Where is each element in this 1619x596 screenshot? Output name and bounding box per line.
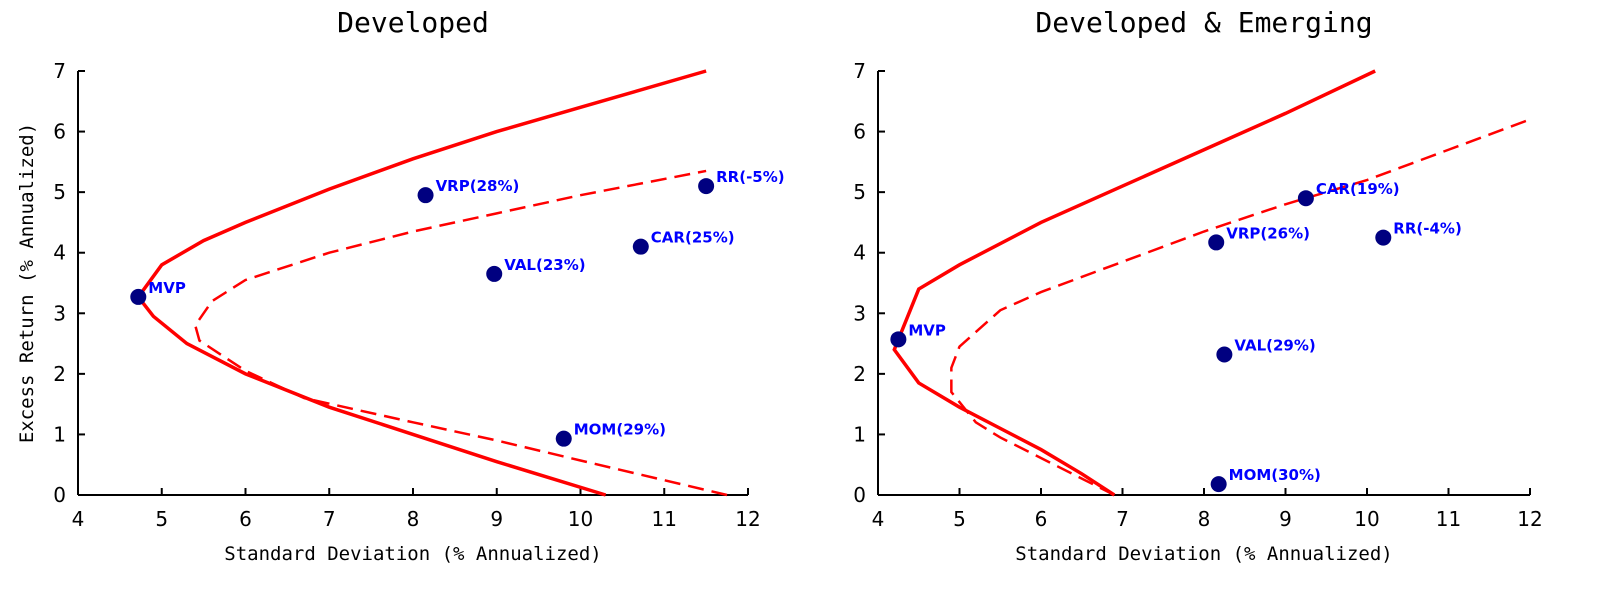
x-tick-label: 8 bbox=[407, 507, 420, 531]
panel: Developed Standard Deviation (% Annualize… bbox=[16, 6, 785, 565]
x-axis-label: Standard Deviation (% Annualized) bbox=[224, 543, 602, 565]
point-label: VRP(28%) bbox=[436, 177, 520, 195]
x-tick-label: 12 bbox=[735, 507, 760, 531]
chart-title: Developed bbox=[337, 6, 489, 39]
point bbox=[1208, 234, 1225, 251]
y-tick-label: 7 bbox=[53, 59, 66, 83]
point bbox=[1297, 190, 1314, 207]
point bbox=[890, 331, 907, 348]
point-label: VAL(23%) bbox=[504, 256, 585, 274]
x-tick-label: 11 bbox=[1436, 507, 1461, 531]
x-tick-label: 10 bbox=[1354, 507, 1379, 531]
frontier-dashed bbox=[950, 118, 1531, 497]
y-tick-label: 5 bbox=[53, 180, 66, 204]
point bbox=[1210, 476, 1227, 493]
x-tick-label: 4 bbox=[872, 507, 885, 531]
y-tick-label: 3 bbox=[853, 301, 866, 325]
point bbox=[555, 430, 572, 447]
y-tick-label: 4 bbox=[53, 241, 66, 265]
x-tick-label: 7 bbox=[1116, 507, 1129, 531]
y-tick-label: 6 bbox=[53, 120, 66, 144]
point bbox=[698, 178, 715, 195]
y-tick-label: 1 bbox=[853, 422, 866, 446]
y-tick-label: 2 bbox=[853, 362, 866, 386]
x-tick-label: 9 bbox=[490, 507, 503, 531]
point-label: MVP bbox=[148, 279, 186, 297]
x-tick-label: 8 bbox=[1198, 507, 1211, 531]
x-axis-label: Standard Deviation (% Annualized) bbox=[1015, 543, 1393, 565]
point-label: VRP(26%) bbox=[1226, 224, 1310, 242]
point bbox=[1216, 346, 1233, 363]
x-tick-label: 5 bbox=[953, 507, 966, 531]
frontier-dashed bbox=[193, 169, 728, 497]
point-label: MOM(30%) bbox=[1229, 466, 1321, 484]
point-label: MOM(29%) bbox=[574, 421, 666, 439]
point bbox=[417, 187, 434, 204]
point-label: MVP bbox=[908, 321, 946, 339]
y-tick-label: 0 bbox=[53, 483, 66, 507]
x-tick-label: 11 bbox=[652, 507, 677, 531]
point-label: RR(-4%) bbox=[1393, 220, 1462, 238]
y-tick-label: 3 bbox=[53, 301, 66, 325]
y-tick-label: 0 bbox=[853, 483, 866, 507]
x-tick-label: 4 bbox=[72, 507, 85, 531]
chart-title: Developed & Emerging bbox=[1035, 6, 1372, 39]
y-tick-label: 5 bbox=[853, 180, 866, 204]
panel: Developed & Emerging Standard Deviation (… bbox=[853, 6, 1542, 565]
y-tick-label: 6 bbox=[853, 120, 866, 144]
x-tick-label: 6 bbox=[239, 507, 252, 531]
y-tick-label: 7 bbox=[853, 59, 866, 83]
x-tick-label: 7 bbox=[323, 507, 336, 531]
frontier-solid bbox=[892, 69, 1376, 497]
point bbox=[1375, 229, 1392, 246]
x-tick-label: 12 bbox=[1517, 507, 1542, 531]
x-tick-label: 10 bbox=[568, 507, 593, 531]
point bbox=[486, 265, 503, 282]
y-axis-label: Excess Return (% Annualized) bbox=[16, 123, 38, 443]
y-tick-label: 1 bbox=[53, 422, 66, 446]
point-label: VAL(29%) bbox=[1234, 336, 1315, 354]
frontier-solid bbox=[136, 69, 707, 497]
point bbox=[130, 288, 147, 305]
point-label: RR(-5%) bbox=[716, 168, 785, 186]
point-label: CAR(25%) bbox=[651, 229, 735, 247]
y-tick-label: 4 bbox=[853, 241, 866, 265]
x-tick-label: 6 bbox=[1035, 507, 1048, 531]
point bbox=[632, 238, 649, 255]
point-label: CAR(19%) bbox=[1316, 180, 1400, 198]
x-tick-label: 9 bbox=[1279, 507, 1292, 531]
x-tick-label: 5 bbox=[155, 507, 168, 531]
y-tick-label: 2 bbox=[53, 362, 66, 386]
